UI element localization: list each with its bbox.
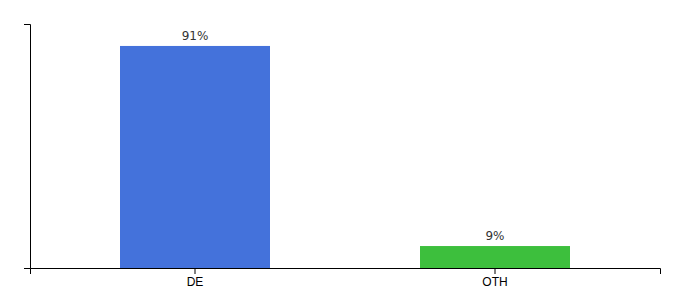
data-label: 91% [182,29,209,43]
y-axis [24,25,31,269]
x-tick-label: OTH [482,275,507,289]
chart: 91% 9% DE OTH [0,0,680,300]
x-tick-mark [495,268,496,274]
bar [420,246,570,268]
data-labels: 91% 9% [182,29,505,243]
plot: 91% 9% DE OTH [24,25,661,289]
bars [120,46,570,268]
x-tick-mark [195,268,196,274]
x-axis: DE OTH [31,268,661,289]
x-tick: OTH [482,268,507,289]
bar [120,46,270,268]
x-tick: DE [187,268,204,289]
x-axis-line [31,269,661,275]
y-axis-line [24,25,31,269]
data-label: 9% [485,229,504,243]
x-tick-label: DE [187,275,204,289]
